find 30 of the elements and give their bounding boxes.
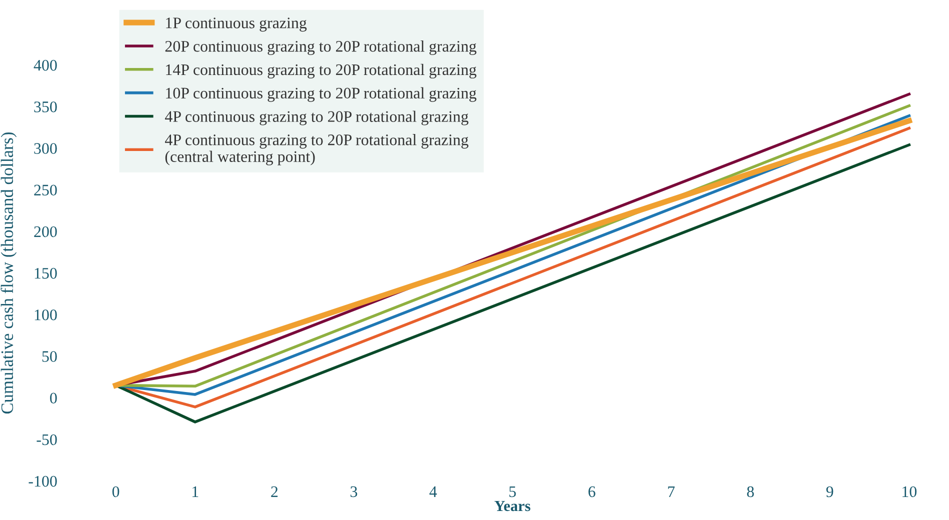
legend-label: 14P continuous grazing to 20P rotational grazing [166, 64, 476, 78]
legend-label: 10P continuous grazing to 20P rotational grazing [166, 87, 476, 102]
y-tick-label: 350 [34, 102, 57, 112]
x-axis-title: Years [494, 500, 530, 512]
x-tick-label: 9 [826, 486, 834, 498]
y-tick-label: 50 [42, 351, 57, 362]
y-tick-label: 400 [34, 60, 57, 71]
x-tick-label: 2 [271, 486, 278, 497]
legend-label: 1P continuous grazing [166, 18, 307, 32]
y-tick-label: -100 [28, 476, 57, 487]
y-axis-title: Cumulative cash flow (thousand dollars) [0, 132, 17, 414]
x-tick-label: 1 [192, 486, 198, 497]
y-tick-label: 100 [34, 310, 57, 320]
x-tick-label: 3 [350, 486, 358, 498]
y-tick-label: -50 [36, 434, 57, 446]
x-tick-label: 4 [429, 486, 437, 497]
legend-label: 4P continuous grazing to 20P rotational grazing (central watering point) [165, 134, 468, 166]
x-tick-label: 10 [902, 486, 917, 498]
y-tick-label: 150 [34, 268, 57, 279]
x-tick-label: 5 [509, 486, 516, 498]
legend-label: 20P continuous grazing to 20P rotational grazing [165, 40, 476, 56]
y-tick-label: 0 [50, 392, 57, 404]
x-tick-label: 6 [588, 486, 596, 498]
y-tick-label: 250 [34, 184, 57, 196]
y-tick-label: 300 [34, 143, 57, 154]
x-tick-label: 7 [668, 486, 675, 497]
legend-label: 4P continuous grazing to 20P rotational grazing [165, 110, 468, 126]
x-tick-label: 0 [112, 486, 120, 498]
x-tick-label: 8 [747, 486, 754, 498]
y-tick-label: 200 [34, 226, 57, 238]
